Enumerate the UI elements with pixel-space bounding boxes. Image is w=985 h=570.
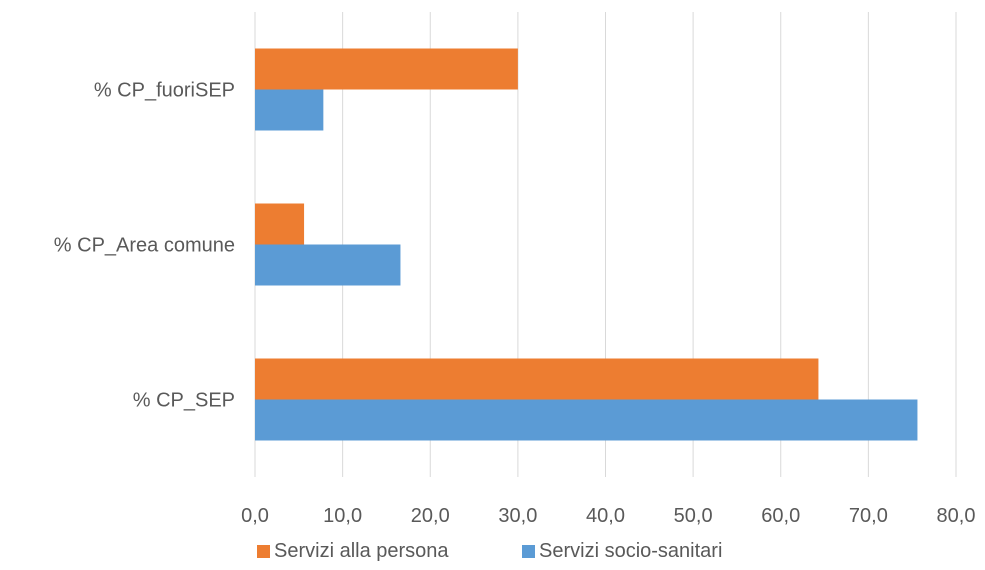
category-label: % CP_fuoriSEP (94, 80, 235, 102)
bar-servizi-socio-sanitari (255, 244, 401, 286)
x-tick-label: 30,0 (498, 505, 537, 527)
x-tick-label: 0,0 (241, 505, 269, 527)
x-tick-label: 60,0 (761, 505, 800, 527)
category-label: % CP_Area comune (54, 235, 235, 257)
bar-servizi-socio-sanitari (255, 399, 918, 441)
bar-servizi-alla-persona (255, 358, 819, 400)
x-tick-label: 50,0 (674, 505, 713, 527)
x-tick-label: 20,0 (411, 505, 450, 527)
bars (255, 48, 918, 441)
bar-servizi-socio-sanitari (255, 89, 324, 131)
x-tick-label: 70,0 (849, 505, 888, 527)
x-tick-label: 80,0 (937, 505, 976, 527)
x-tick-label: 40,0 (586, 505, 625, 527)
legend-label: Servizi alla persona (274, 540, 449, 562)
category-label: % CP_SEP (133, 390, 235, 412)
legend-label: Servizi socio-sanitari (539, 540, 722, 562)
legend: Servizi alla persona Servizi socio-sanita… (257, 540, 722, 562)
bar-servizi-alla-persona (255, 203, 305, 245)
legend-swatch (522, 545, 535, 558)
bar-servizi-alla-persona (255, 48, 518, 90)
legend-swatch (257, 545, 270, 558)
x-tick-labels: 0,0 10,0 20,0 30,0 40,0 50,0 60,0 70,0 80,0 (241, 505, 975, 527)
x-tick-label: 10,0 (323, 505, 362, 527)
category-labels: % CP_fuoriSEP % CP_Area comune % CP_SEP (54, 80, 235, 412)
